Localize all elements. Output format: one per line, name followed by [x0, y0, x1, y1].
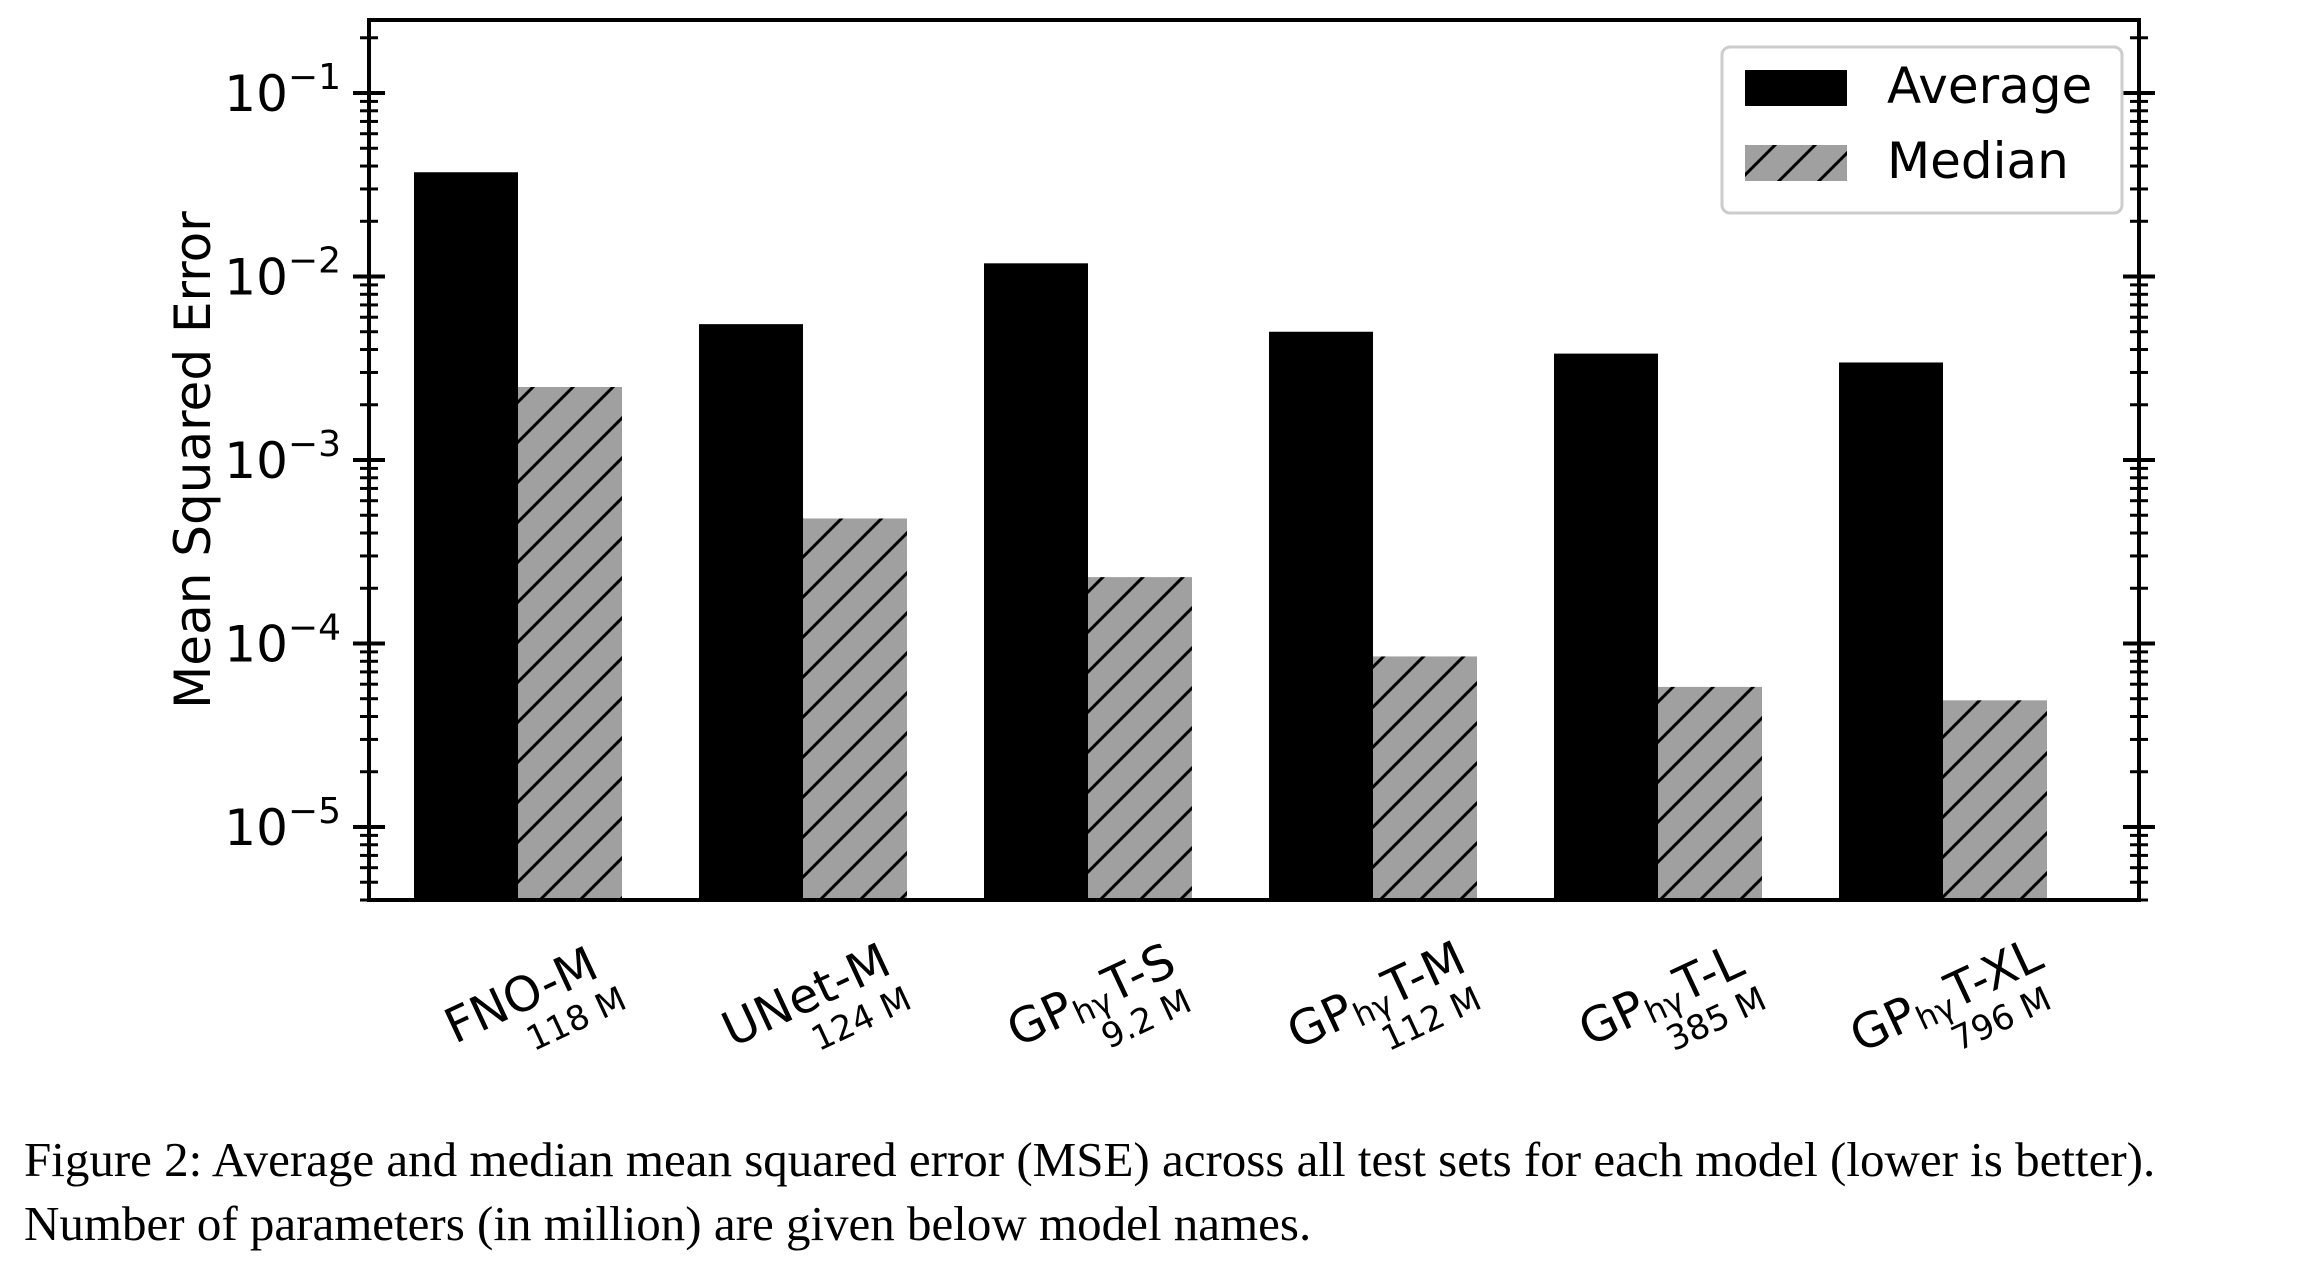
- y-tick-exponent: −4: [288, 607, 341, 648]
- bar-average-5: [1839, 362, 1943, 900]
- y-ticks: 10−510−410−310−210−1: [224, 36, 2155, 902]
- x-tick-label-group: GPhγT-S9.2 M: [999, 932, 1198, 1059]
- bars-layer: [414, 172, 2047, 901]
- legend-label-median: Median: [1887, 132, 2069, 190]
- legend-swatch-average: [1745, 70, 1847, 106]
- y-tick-exponent: −3: [288, 424, 341, 465]
- bar-chart: 10−510−410−310−210−1 Mean Squared Error …: [164, 18, 2155, 1064]
- model-name: GP: [1842, 985, 1926, 1064]
- bar-median-0: [518, 386, 622, 900]
- model-name: GP: [1279, 982, 1363, 1061]
- y-tick-base: 10: [224, 615, 288, 673]
- bar-median-2: [1088, 577, 1192, 900]
- bar-average-2: [984, 263, 1088, 901]
- legend: Average Median: [1720, 45, 2124, 215]
- legend-swatch-median: [1745, 145, 1847, 181]
- bar-average-4: [1554, 353, 1658, 901]
- y-tick-exponent: −1: [288, 57, 341, 98]
- bar-median-1: [803, 518, 907, 900]
- y-tick-base: 10: [224, 799, 288, 857]
- bar-median-5: [1943, 700, 2047, 900]
- bar-median-3: [1373, 656, 1477, 900]
- model-name: GP: [999, 980, 1083, 1059]
- y-axis-label: Mean Squared Error: [164, 211, 222, 709]
- y-tick-label: 10−3: [224, 424, 341, 490]
- y-tick-base: 10: [224, 249, 288, 307]
- y-tick-base: 10: [224, 432, 288, 490]
- bar-average-3: [1269, 331, 1373, 900]
- bar-average-0: [414, 172, 518, 900]
- bar-average-1: [699, 324, 803, 900]
- y-tick-label: 10−4: [224, 607, 341, 673]
- y-tick-exponent: −2: [288, 241, 341, 282]
- legend-label-average: Average: [1887, 57, 2092, 115]
- y-tick-exponent: −5: [288, 791, 341, 832]
- figure-caption: Figure 2: Average and median mean square…: [24, 1132, 2156, 1251]
- y-tick-label: 10−2: [224, 241, 341, 307]
- y-tick-label: 10−5: [224, 791, 341, 857]
- model-name: GP: [1570, 979, 1654, 1058]
- y-tick-label: 10−1: [224, 57, 341, 123]
- bar-median-4: [1658, 686, 1762, 900]
- y-tick-base: 10: [224, 65, 288, 123]
